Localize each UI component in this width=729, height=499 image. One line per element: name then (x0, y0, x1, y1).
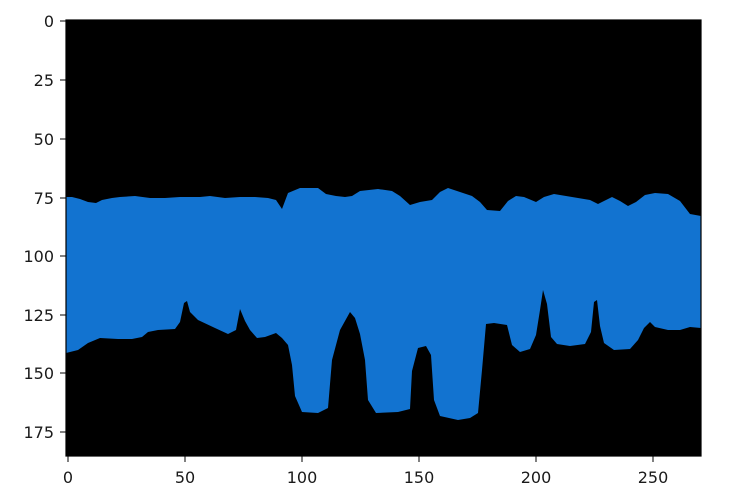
y-tick-label: 150 (23, 364, 54, 383)
mask-region (66, 188, 701, 420)
y-tick-label: 175 (23, 423, 54, 442)
y-tick-label: 50 (34, 130, 54, 149)
y-tick-label: 0 (44, 12, 54, 31)
x-tick-label: 50 (175, 468, 195, 487)
y-tick-label: 125 (23, 306, 54, 325)
plot-frame (65, 19, 702, 457)
y-axis: 0 25 50 75 100 125 150 175 (23, 12, 66, 442)
x-tick-label: 200 (521, 468, 552, 487)
x-tick-label: 150 (404, 468, 435, 487)
x-tick-label: 100 (287, 468, 318, 487)
x-axis: 0 50 100 150 200 250 (63, 456, 668, 487)
y-tick-label: 100 (23, 247, 54, 266)
x-tick-label: 0 (63, 468, 73, 487)
x-tick-label: 250 (638, 468, 669, 487)
y-tick-label: 25 (34, 71, 54, 90)
y-tick-label: 75 (34, 189, 54, 208)
